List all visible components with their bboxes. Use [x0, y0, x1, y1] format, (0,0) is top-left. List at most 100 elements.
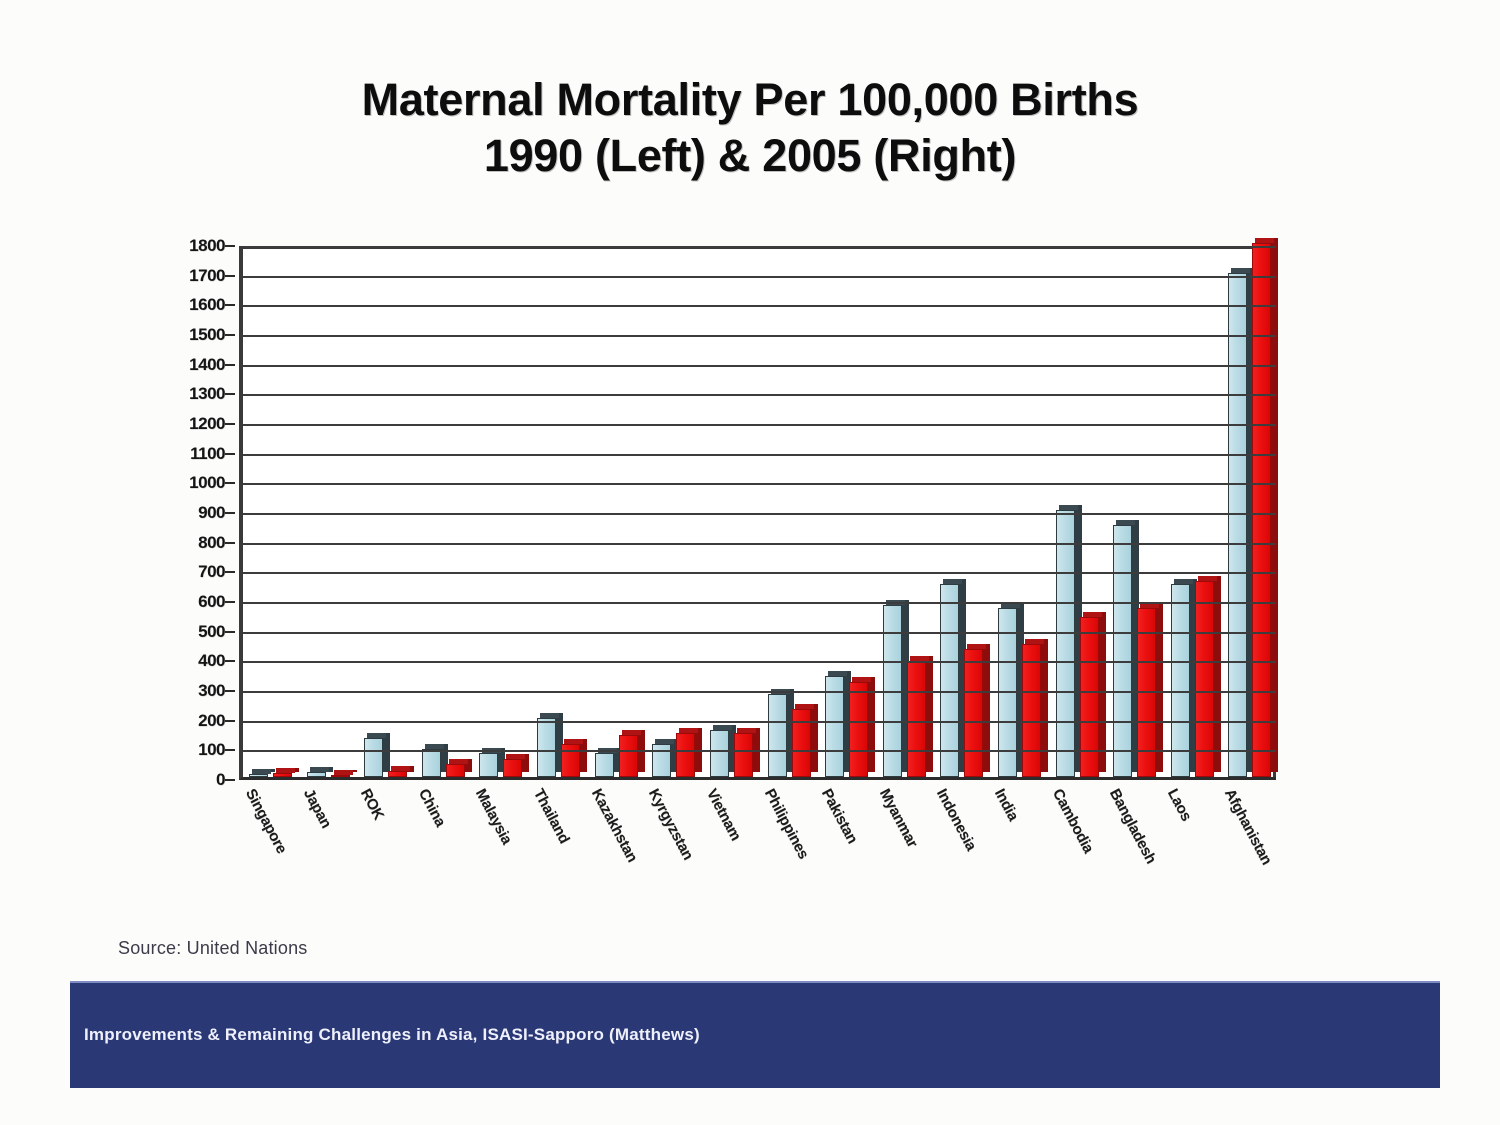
- bar-top-3d: [655, 739, 675, 745]
- bar-group: [479, 246, 537, 777]
- bar-top-3d: [794, 703, 814, 709]
- bar-top-3d: [448, 758, 468, 764]
- bar-top-3d: [391, 766, 411, 772]
- bar: [849, 677, 876, 777]
- bar-side-3d: [580, 739, 588, 772]
- bar-side-3d: [1247, 267, 1255, 772]
- bar: [306, 766, 333, 777]
- bar-chart: 1800 1700 1600 1500 1400 1300 1200 1100 1000 900 8…: [163, 236, 1279, 789]
- bar-face: [652, 744, 672, 777]
- x-axis-tick-label: ROK: [357, 786, 388, 823]
- y-axis-tick-mark: [225, 274, 235, 277]
- x-axis-labels: Singapore Japan ROK China Malaysia Thailand Ka…: [239, 786, 1339, 916]
- bar: [249, 769, 275, 777]
- gridline: [243, 424, 1276, 426]
- x-axis-tick-label: Singapore: [241, 786, 291, 857]
- gridline: [243, 275, 1276, 278]
- gridline: [243, 602, 1276, 604]
- bar-group: [1055, 246, 1114, 777]
- y-axis-tick-mark: [225, 779, 235, 781]
- x-axis-tick-label: Bangladesh: [1106, 786, 1160, 867]
- bar-face: [1252, 243, 1272, 777]
- y-axis-tick-mark: [225, 660, 235, 663]
- bar-group: [767, 246, 826, 777]
- bar-side-3d: [613, 748, 621, 772]
- bar: [445, 758, 472, 777]
- bar: [1194, 576, 1221, 777]
- bar-top-3d: [679, 727, 699, 733]
- y-axis-tick-mark: [225, 304, 235, 307]
- bar-top-3d: [1197, 576, 1217, 582]
- bar: [421, 743, 448, 777]
- bar-group: [940, 246, 998, 777]
- y-axis-tick-mark: [225, 541, 235, 544]
- x-axis-tick-label: Pakistan: [818, 786, 861, 847]
- bar-face: [537, 717, 557, 777]
- bar: [561, 739, 588, 777]
- bar: [388, 766, 415, 777]
- y-axis-tick-mark: [225, 690, 235, 692]
- bar-side-3d: [925, 656, 933, 772]
- y-axis-tick-mark: [225, 719, 235, 722]
- x-axis-tick-label: Thailand: [530, 786, 573, 847]
- bar-face: [1228, 272, 1248, 777]
- bar: [330, 770, 357, 777]
- y-axis-tick-label: 300: [198, 681, 225, 700]
- bar-side-3d: [728, 724, 736, 772]
- bar-top-3d: [564, 739, 584, 745]
- y-axis-tick-label: 1800: [189, 236, 225, 255]
- bar-face: [676, 732, 696, 777]
- gridline: [243, 394, 1276, 397]
- x-axis-tick-label: Japan: [299, 786, 335, 831]
- bar-top-3d: [424, 743, 444, 749]
- bar-side-3d: [1213, 576, 1221, 772]
- bar-side-3d: [1132, 519, 1140, 772]
- y-axis-tick-mark: [225, 601, 235, 603]
- bar-side-3d: [522, 753, 530, 772]
- bar-face: [445, 763, 465, 777]
- gridline: [243, 542, 1276, 545]
- bar-top-3d: [309, 766, 329, 772]
- bar-face: [1194, 581, 1214, 777]
- y-axis-tick-mark: [225, 393, 235, 396]
- bar: [906, 656, 933, 777]
- bar-side-3d: [1016, 602, 1024, 772]
- bar-face: [1021, 643, 1041, 777]
- bar: [767, 688, 794, 777]
- bar: [479, 748, 506, 777]
- x-axis-tick-label: Myanmar: [875, 786, 921, 851]
- bar-side-3d: [983, 644, 991, 772]
- bar: [1079, 611, 1106, 777]
- bar-face: [388, 771, 408, 777]
- gridline: [243, 364, 1276, 367]
- bar-face: [503, 758, 523, 777]
- footer-text: Improvements & Remaining Challenges in A…: [84, 1025, 700, 1044]
- bar-face: [618, 735, 638, 777]
- y-axis-tick-label: 600: [198, 592, 225, 611]
- bar-group: [594, 246, 653, 777]
- bar-group: [709, 246, 768, 777]
- bar-face: [849, 682, 869, 777]
- bar-side-3d: [440, 743, 448, 772]
- bar-side-3d: [1040, 638, 1048, 772]
- bar-top-3d: [333, 770, 353, 775]
- y-axis-tick-label: 400: [198, 651, 225, 671]
- y-axis-tick-label: 0: [216, 770, 225, 789]
- bar-group: [537, 246, 595, 777]
- y-axis-tick-label: 500: [198, 621, 225, 641]
- bar-side-3d: [868, 677, 876, 772]
- bar: [1252, 238, 1279, 777]
- x-axis-tick-label: Vietnam: [702, 786, 745, 844]
- bar-side-3d: [695, 727, 703, 772]
- bar-top-3d: [540, 712, 560, 718]
- y-axis-tick-mark: [225, 334, 235, 336]
- bar: [1170, 579, 1197, 777]
- plot-area: [239, 238, 1279, 780]
- bar-top-3d: [367, 733, 387, 739]
- y-axis-tick-label: 1100: [190, 443, 225, 463]
- bar: [709, 724, 736, 777]
- bar-top-3d: [506, 753, 526, 759]
- bar-top-3d: [1058, 505, 1078, 510]
- y-axis-tick-label: 1400: [189, 354, 225, 374]
